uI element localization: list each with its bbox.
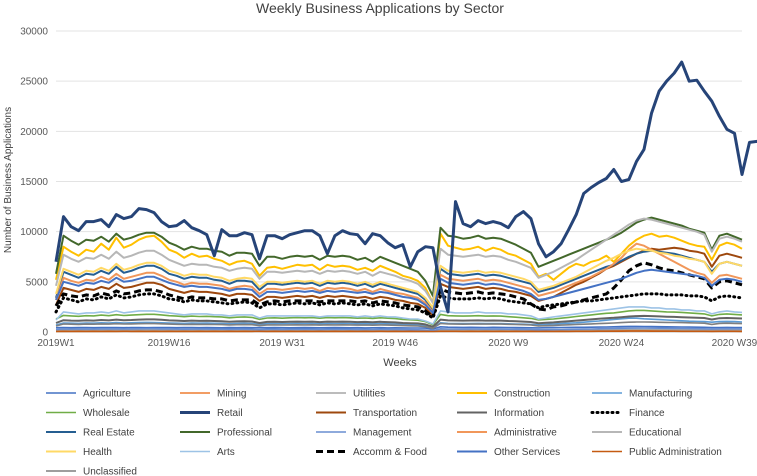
x-tick-label-5: 2020 W24 [599,338,645,349]
series-line-professional [55,216,743,297]
legend: Agriculture Mining Utilities Construction Ma… [46,389,722,476]
y-tick-label-6: 30000 [20,27,48,38]
legend-item-manufacturing: Manufacturing [592,389,692,400]
legend-label: Arts [217,447,235,458]
legend-item-management: Management [316,428,412,439]
x-tick-label-2: 2019 W31 [259,338,305,349]
series-line-health [55,247,743,309]
legend-label: Administrative [494,428,557,439]
legend-item-arts: Arts [180,447,235,458]
x-tick-label-0: 2019W1 [37,338,75,349]
series-line-construction [55,232,743,304]
legend-item-mining: Mining [180,389,246,400]
x-tick-label-6: 2020 W39 [712,338,757,349]
legend-item-public-administration: Public Administration [592,447,722,458]
legend-label: Agriculture [83,389,131,400]
y-tick-label-5: 25000 [20,77,48,88]
legend-item-administrative: Administrative [457,428,557,439]
series-line-accomm-food [54,261,743,319]
series-line-educational [55,217,743,304]
legend-label: Manufacturing [629,389,692,400]
x-tick-label-3: 2019 W46 [372,338,418,349]
series-line-wholesale [55,309,743,326]
y-tick-label-1: 5000 [26,277,49,288]
series-line-manufacturing [55,317,743,329]
y-axis-ticks: 0 5000 10000 15000 20000 25000 30000 [20,27,48,339]
series-line-management [55,327,743,332]
legend-item-construction: Construction [457,389,550,400]
legend-label: Transportation [353,408,417,419]
legend-item-agriculture: Agriculture [46,389,131,400]
legend-label: Professional [217,428,272,439]
legend-item-accomm-food: Accomm & Food [316,447,427,458]
legend-label: Utilities [353,389,385,400]
y-tick-label-4: 20000 [20,127,48,138]
y-tick-label-0: 0 [42,328,48,339]
legend-item-transportation: Transportation [316,408,417,419]
legend-item-information: Information [457,408,544,419]
series-line-finance [54,292,744,320]
series-line-arts [55,306,743,325]
series-line-unclassified [55,321,743,330]
x-axis-ticks: 2019W1 2019W16 2019 W31 2019 W46 2020 W9 2020… [37,338,757,349]
series-line-real-estate [55,249,743,311]
legend-label: Wholesale [83,408,130,419]
legend-label: Management [353,428,412,439]
legend-item-health: Health [46,447,112,458]
legend-item-wholesale: Wholesale [46,408,130,419]
legend-label: Information [494,408,544,419]
legend-label: Health [83,447,112,458]
legend-item-educational: Educational [592,428,681,439]
legend-label: Retail [217,408,243,419]
y-tick-label-2: 10000 [20,227,48,238]
x-axis-label: Weeks [383,357,417,369]
x-tick-label-1: 2019W16 [148,338,191,349]
legend-label: Finance [629,408,665,419]
legend-item-utilities: Utilities [316,389,385,400]
y-axis-label: Number of Business Applications [3,107,14,253]
x-tick-label-4: 2020 W9 [488,338,528,349]
gridlines [56,30,742,333]
legend-label: Real Estate [83,428,135,439]
legend-label: Mining [217,389,246,400]
series-lines [54,60,757,333]
legend-label: Construction [494,389,550,400]
legend-label: Educational [629,428,681,439]
legend-item-retail: Retail [180,408,243,419]
legend-item-other-services: Other Services [457,447,560,458]
legend-label: Accomm & Food [353,447,427,458]
legend-item-professional: Professional [180,428,272,439]
series-line-agriculture [55,325,743,330]
series-line-information [55,314,743,328]
legend-label: Unclassified [83,467,137,476]
y-tick-label-3: 15000 [20,177,48,188]
series-line-other-services [55,268,743,314]
legend-item-unclassified: Unclassified [46,467,137,476]
chart-title: Weekly Business Applications by Sector [256,0,504,16]
legend-label: Public Administration [629,447,722,458]
legend-item-finance: Finance [590,408,665,419]
legend-label: Other Services [494,447,560,458]
series-line-retail [54,60,757,314]
legend-item-real-estate: Real Estate [46,428,135,439]
